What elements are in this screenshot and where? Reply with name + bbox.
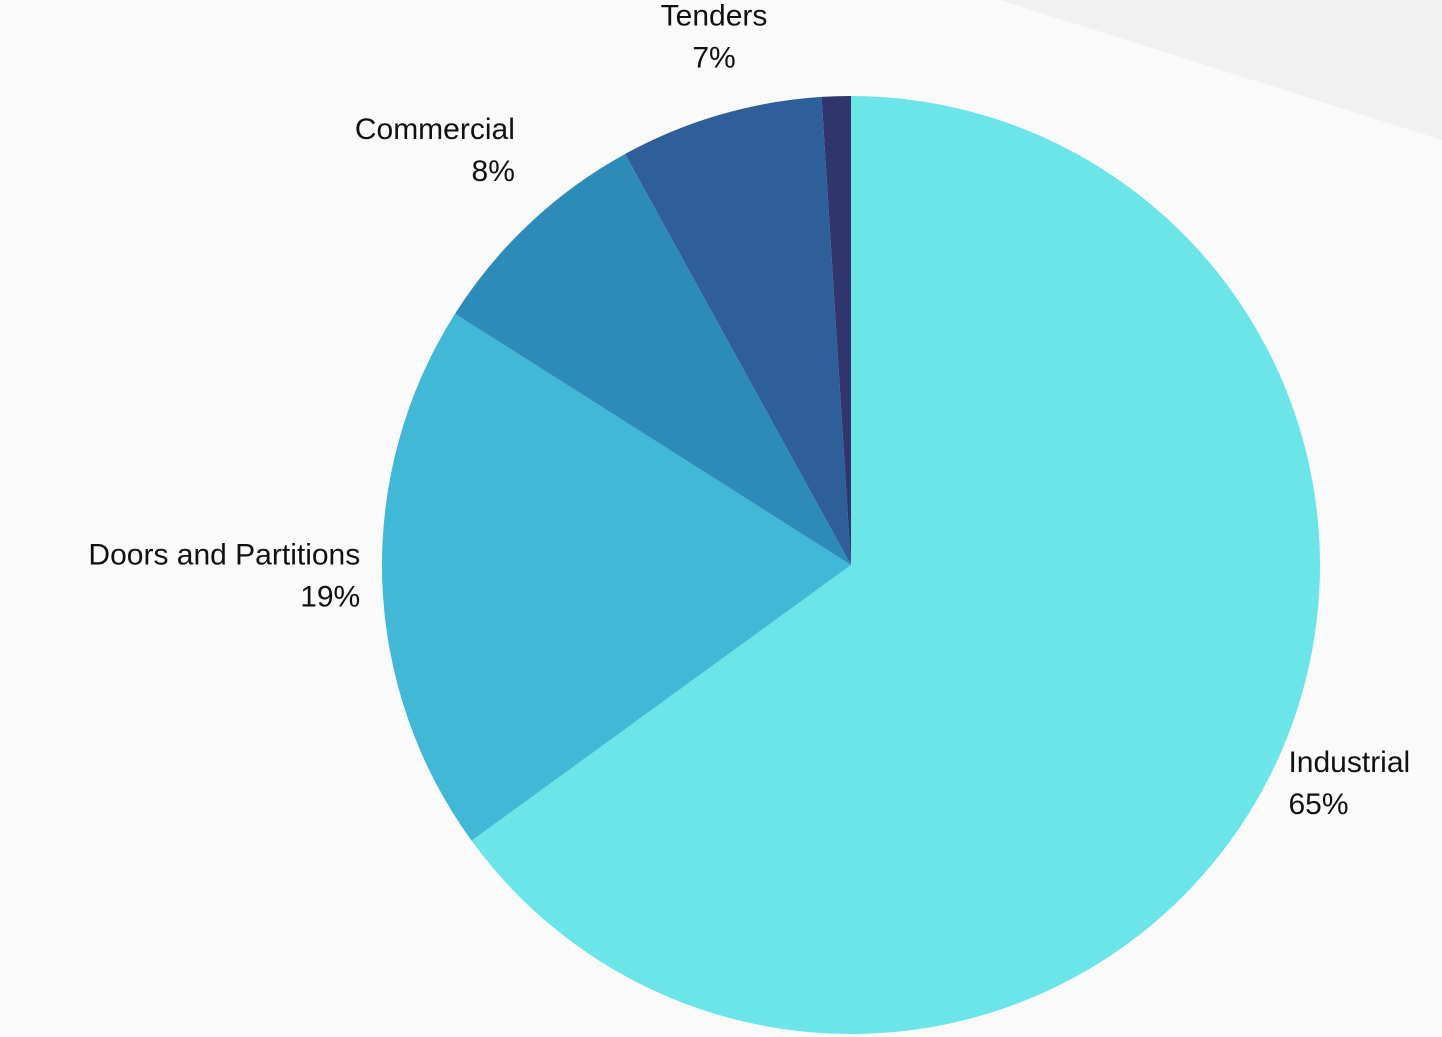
pie-slice (821, 96, 851, 565)
slice-value-label: 8% (472, 155, 515, 188)
slice-value-label: 65% (1288, 788, 1348, 821)
slice-label: Industrial (1288, 746, 1410, 779)
slice-label: Doors and Partitions (88, 538, 360, 571)
slice-value-label: 7% (692, 41, 735, 74)
pie-slice (455, 154, 851, 566)
slice-value-label: 19% (300, 580, 360, 613)
slice-label: Commercial (355, 113, 515, 146)
pie-slice (382, 313, 851, 841)
background-decoration (1000, 0, 1442, 140)
slice-label: Tenders (661, 0, 768, 32)
pie-slice (471, 96, 1320, 1034)
pie-slice (625, 96, 851, 565)
